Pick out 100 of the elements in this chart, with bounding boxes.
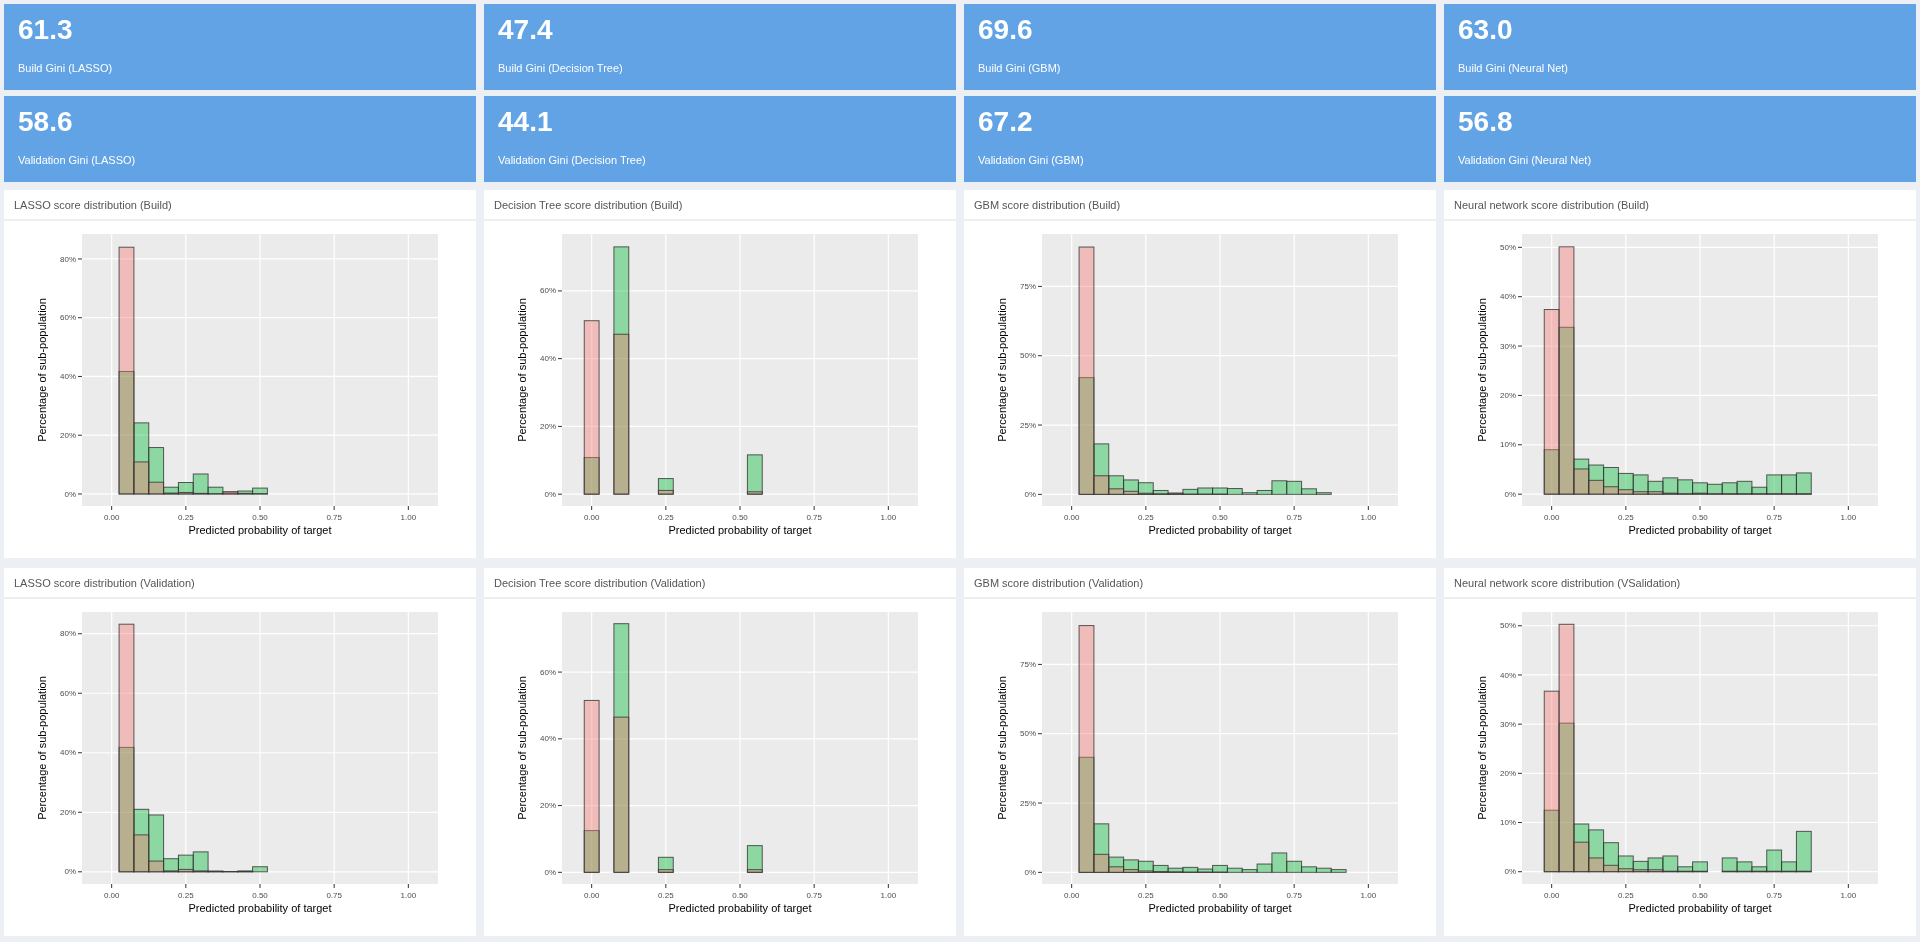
text: 63.0 [1458, 14, 1513, 46]
y-tick-label: 0% [544, 489, 556, 499]
text: Build Gini (GBM) [978, 62, 1061, 74]
text: 67.2 [978, 106, 1033, 138]
text: Build Gini (Decision Tree) [498, 62, 623, 74]
y-tick-label: 60% [59, 688, 76, 698]
x-tick-label: 0.50 [252, 891, 269, 900]
x-axis-title: Predicted probability of target [1148, 524, 1292, 536]
y-tick-label: 0% [64, 489, 76, 499]
y-tick-label: 25% [1019, 798, 1036, 808]
chart-title: LASSO score distribution (Validation) [14, 577, 195, 589]
x-tick-label: 0.25 [178, 513, 195, 522]
text: Build Gini (LASSO) [18, 62, 113, 74]
x-tick-label: 0.25 [1618, 891, 1635, 900]
y-axis-title: Percentage of sub-population [996, 298, 1008, 442]
x-tick-label: 0.00 [1063, 513, 1080, 522]
x-tick-label: 0.00 [1543, 513, 1560, 522]
chart-title: GBM score distribution (Build) [974, 199, 1121, 211]
x-tick-label: 0.00 [103, 513, 120, 522]
y-tick-label: 40% [1499, 292, 1516, 302]
text: Validation Gini (GBM) [978, 154, 1084, 166]
x-tick-label: 1.00 [400, 891, 417, 900]
x-axis-title: Predicted probability of target [188, 524, 332, 536]
y-tick-label: 10% [1499, 818, 1516, 828]
chart-title: GBM score distribution (Validation) [974, 577, 1144, 589]
x-tick-label: 1.00 [1840, 513, 1857, 522]
y-axis-title: Percentage of sub-population [36, 298, 48, 442]
y-tick-label: 75% [1019, 281, 1036, 291]
chart-title: LASSO score distribution (Build) [14, 199, 172, 211]
x-tick-label: 0.50 [252, 513, 269, 522]
y-axis-title: Percentage of sub-population [516, 676, 528, 820]
y-tick-label: 20% [1499, 768, 1516, 778]
x-tick-label: 0.50 [732, 891, 749, 900]
text: Validation Gini (Decision Tree) [498, 154, 646, 166]
x-tick-label: 0.75 [1286, 891, 1303, 900]
x-tick-label: 1.00 [880, 891, 897, 900]
x-tick-label: 0.50 [1212, 513, 1229, 522]
y-axis-title: Percentage of sub-population [1476, 676, 1488, 820]
chart-title: Neural network score distribution (VSalidation) [1454, 577, 1681, 589]
x-tick-label: 1.00 [1840, 891, 1857, 900]
y-tick-label: 40% [59, 372, 76, 382]
y-tick-label: 0% [1504, 867, 1516, 877]
y-tick-label: 50% [1019, 729, 1036, 739]
x-tick-label: 0.75 [326, 513, 343, 522]
y-tick-label: 0% [1024, 867, 1036, 877]
y-tick-label: 60% [539, 286, 556, 296]
x-axis-title: Predicted probability of target [1628, 902, 1772, 914]
x-tick-label: 1.00 [880, 513, 897, 522]
y-tick-label: 30% [1499, 341, 1516, 351]
x-tick-label: 0.00 [583, 891, 600, 900]
x-tick-label: 0.00 [1063, 891, 1080, 900]
y-tick-label: 75% [1019, 659, 1036, 669]
x-axis-title: Predicted probability of target [1628, 524, 1772, 536]
x-axis-title: Predicted probability of target [668, 524, 812, 536]
y-tick-label: 80% [59, 254, 76, 264]
text: Validation Gini (LASSO) [18, 154, 136, 166]
x-axis-title: Predicted probability of target [668, 902, 812, 914]
x-axis-title: Predicted probability of target [188, 902, 332, 914]
chart-title: Decision Tree score distribution (Build) [494, 199, 683, 211]
text: Validation Gini (Neural Net) [1458, 154, 1592, 166]
x-tick-label: 0.75 [326, 891, 343, 900]
y-tick-label: 60% [539, 667, 556, 677]
x-tick-label: 0.75 [1286, 513, 1303, 522]
x-tick-label: 0.00 [583, 513, 600, 522]
x-tick-label: 0.25 [178, 891, 195, 900]
y-axis-title: Percentage of sub-population [1476, 298, 1488, 442]
x-tick-label: 1.00 [1360, 891, 1377, 900]
y-tick-label: 50% [1499, 621, 1516, 631]
y-tick-label: 20% [1499, 390, 1516, 400]
x-tick-label: 0.25 [658, 513, 675, 522]
chart-title: Neural network score distribution (Build) [1454, 199, 1650, 211]
text: Build Gini (Neural Net) [1458, 62, 1569, 74]
text: 44.1 [498, 106, 553, 138]
y-tick-label: 0% [544, 867, 556, 877]
y-tick-label: 20% [539, 421, 556, 431]
y-tick-label: 20% [59, 430, 76, 440]
y-tick-label: 40% [59, 748, 76, 758]
y-tick-label: 50% [1019, 351, 1036, 361]
x-tick-label: 0.50 [732, 513, 749, 522]
y-axis-title: Percentage of sub-population [996, 676, 1008, 820]
y-tick-label: 0% [1024, 489, 1036, 499]
y-axis-title: Percentage of sub-population [36, 676, 48, 820]
x-tick-label: 0.75 [1766, 891, 1783, 900]
x-tick-label: 1.00 [1360, 513, 1377, 522]
x-tick-label: 0.75 [1766, 513, 1783, 522]
x-tick-label: 0.25 [1618, 513, 1635, 522]
x-tick-label: 0.50 [1692, 513, 1709, 522]
x-tick-label: 0.25 [1138, 891, 1155, 900]
x-tick-label: 0.75 [806, 891, 823, 900]
y-tick-label: 0% [1504, 489, 1516, 499]
y-tick-label: 80% [59, 629, 76, 639]
chart-title: Decision Tree score distribution (Validation) [494, 577, 706, 589]
x-tick-label: 0.00 [1543, 891, 1560, 900]
x-tick-label: 0.25 [658, 891, 675, 900]
y-axis-title: Percentage of sub-population [516, 298, 528, 442]
y-tick-label: 60% [59, 313, 76, 323]
x-tick-label: 0.50 [1212, 891, 1229, 900]
x-tick-label: 0.25 [1138, 513, 1155, 522]
text: 56.8 [1458, 106, 1513, 138]
text: 58.6 [18, 106, 73, 138]
